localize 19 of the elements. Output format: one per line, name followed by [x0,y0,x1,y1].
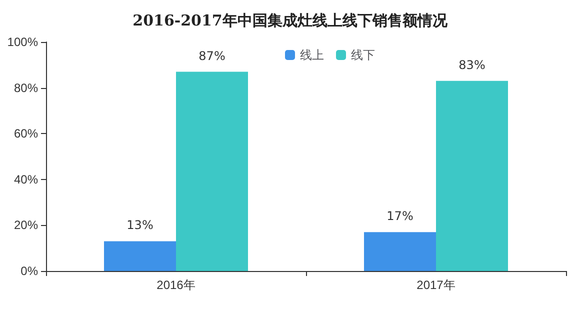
y-tick-label: 40% [14,172,38,186]
y-tick-label: 80% [14,80,38,95]
y-tick-label: 20% [14,218,38,232]
data-label: 13% [126,218,154,232]
x-tick-label: 2017年 [416,278,456,292]
data-label: 17% [386,209,414,224]
data-label: 87% [198,48,226,63]
bar [436,80,508,271]
bar [364,232,436,271]
data-label: 83% [458,58,486,72]
bar [104,241,176,271]
y-tick-label: 100% [7,35,38,49]
chart-title: 2016-2017年中国集成灶线上线下销售额情况 [132,12,448,30]
x-tick-label: 2016年 [156,278,196,292]
legend-label: 线下 [351,48,375,62]
y-tick-label: 0% [20,264,38,278]
legend-label: 线上 [300,48,324,62]
bar [176,72,248,271]
y-tick-label: 60% [14,126,38,141]
